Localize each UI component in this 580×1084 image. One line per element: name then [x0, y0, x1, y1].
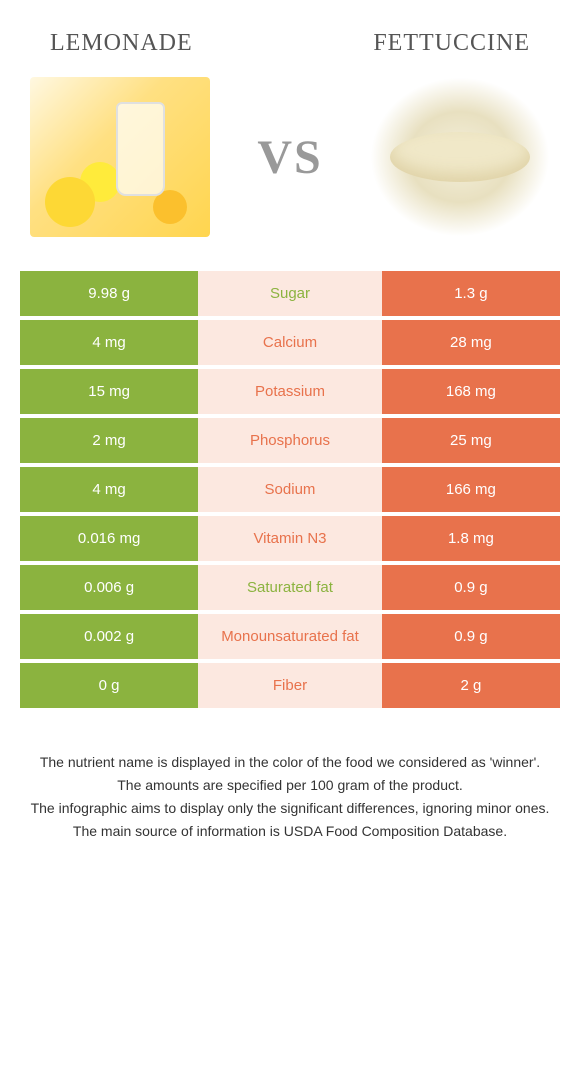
nutrient-row: 2 mgPhosphorus25 mg [20, 418, 560, 463]
left-value: 9.98 g [20, 271, 198, 316]
fettuccine-image [370, 77, 550, 237]
left-value: 0.002 g [20, 614, 198, 659]
left-value: 4 mg [20, 467, 198, 512]
left-value: 4 mg [20, 320, 198, 365]
nutrient-row: 0.016 mgVitamin N31.8 mg [20, 516, 560, 561]
right-value: 0.9 g [382, 565, 560, 610]
vs-label: VS [257, 130, 322, 185]
right-food-title: Fettuccine [373, 30, 530, 57]
left-value: 0.006 g [20, 565, 198, 610]
images-row: VS [20, 77, 560, 267]
nutrient-row: 4 mgCalcium28 mg [20, 320, 560, 365]
infographic-container: Lemonade Fettuccine VS 9.98 gSugar1.3 g4… [0, 0, 580, 864]
nutrient-row: 4 mgSodium166 mg [20, 467, 560, 512]
nutrient-label: Vitamin N3 [198, 516, 382, 561]
left-value: 15 mg [20, 369, 198, 414]
left-value: 0.016 mg [20, 516, 198, 561]
nutrient-row: 0.002 gMonounsaturated fat0.9 g [20, 614, 560, 659]
right-value: 25 mg [382, 418, 560, 463]
nutrient-label: Phosphorus [198, 418, 382, 463]
right-value: 28 mg [382, 320, 560, 365]
right-value: 0.9 g [382, 614, 560, 659]
left-value: 0 g [20, 663, 198, 708]
right-value: 168 mg [382, 369, 560, 414]
nutrient-row: 0.006 gSaturated fat0.9 g [20, 565, 560, 610]
nutrient-row: 15 mgPotassium168 mg [20, 369, 560, 414]
footnotes: The nutrient name is displayed in the co… [20, 752, 560, 842]
nutrient-table: 9.98 gSugar1.3 g4 mgCalcium28 mg15 mgPot… [20, 267, 560, 712]
footnote-line: The infographic aims to display only the… [25, 798, 555, 819]
nutrient-row: 0 gFiber2 g [20, 663, 560, 708]
nutrient-label: Monounsaturated fat [198, 614, 382, 659]
nutrient-row: 9.98 gSugar1.3 g [20, 271, 560, 316]
right-value: 166 mg [382, 467, 560, 512]
right-value: 1.3 g [382, 271, 560, 316]
lemonade-image [30, 77, 210, 237]
footnote-line: The nutrient name is displayed in the co… [25, 752, 555, 773]
nutrient-label: Saturated fat [198, 565, 382, 610]
right-value: 2 g [382, 663, 560, 708]
nutrient-label: Sugar [198, 271, 382, 316]
nutrient-label: Calcium [198, 320, 382, 365]
footnote-line: The main source of information is USDA F… [25, 821, 555, 842]
nutrient-label: Sodium [198, 467, 382, 512]
footnote-line: The amounts are specified per 100 gram o… [25, 775, 555, 796]
header-row: Lemonade Fettuccine [20, 30, 560, 77]
left-value: 2 mg [20, 418, 198, 463]
left-food-title: Lemonade [50, 30, 193, 57]
right-value: 1.8 mg [382, 516, 560, 561]
nutrient-label: Potassium [198, 369, 382, 414]
nutrient-label: Fiber [198, 663, 382, 708]
